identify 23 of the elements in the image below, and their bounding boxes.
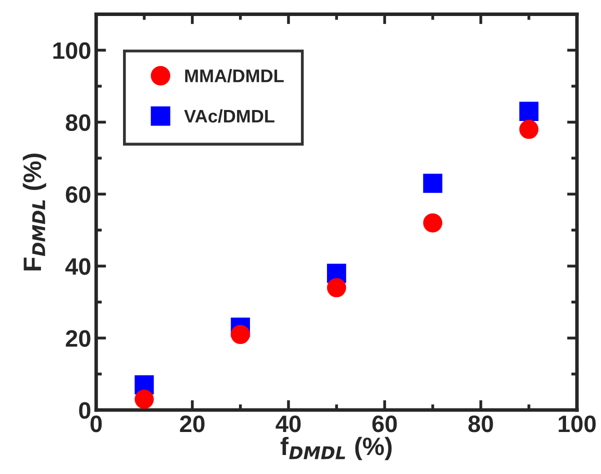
point xyxy=(519,120,538,139)
y-tick-label: 40 xyxy=(65,258,90,275)
x-tick-label: 0 xyxy=(90,415,102,432)
x-tick-label: 60 xyxy=(372,415,397,432)
x-tick-label: 80 xyxy=(468,415,493,432)
x-tick-label: 100 xyxy=(558,415,596,432)
y-axis-title: F$_{DMDL}$ (%) xyxy=(22,154,46,270)
point xyxy=(423,174,442,193)
y-tick-label: 0 xyxy=(79,402,90,419)
legend-label: MMA/DMDL xyxy=(185,69,284,82)
point xyxy=(423,213,442,232)
x-axis-title: f$_{DMDL}$ (%) xyxy=(280,436,392,460)
x-tick-label: 40 xyxy=(276,415,301,432)
x-tick-label: 20 xyxy=(180,415,204,432)
y-tick-label: 60 xyxy=(66,186,90,203)
y-tick-label: 100 xyxy=(53,42,90,59)
point xyxy=(326,278,346,298)
point xyxy=(519,102,538,121)
y-tick-label: 20 xyxy=(66,330,90,347)
point xyxy=(134,390,154,409)
legend-label: VAc/DMDL xyxy=(184,109,274,123)
point xyxy=(230,324,250,344)
y-tick-label: 80 xyxy=(66,114,90,131)
